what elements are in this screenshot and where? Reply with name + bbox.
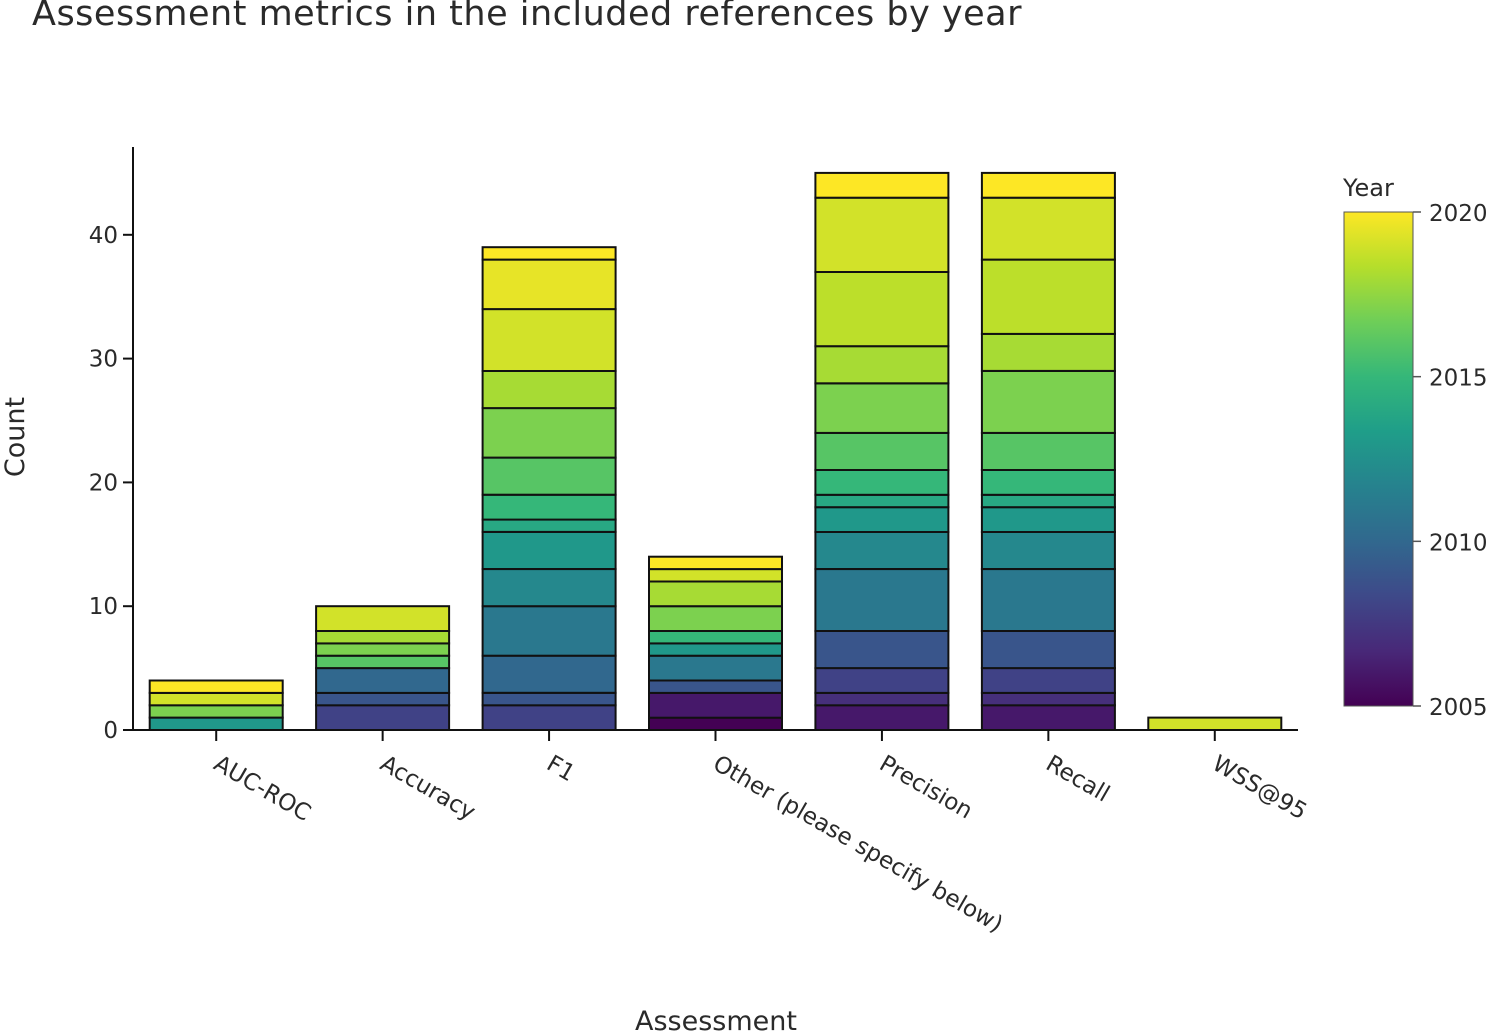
bar-segment[interactable] <box>814 431 950 471</box>
bar-segment[interactable] <box>980 431 1116 471</box>
y-tick-label: 0 <box>103 718 118 744</box>
bar-segment[interactable] <box>980 530 1116 571</box>
bar-segment[interactable] <box>814 691 950 707</box>
bars-layer <box>148 171 1283 732</box>
bar-segment[interactable] <box>315 691 451 707</box>
bar-segment[interactable] <box>814 345 950 385</box>
x-tick-label: WSS@95 <box>1208 751 1311 826</box>
bar-segment[interactable] <box>980 370 1116 434</box>
bar-segment[interactable] <box>814 469 950 496</box>
y-tick-label: 40 <box>89 223 118 249</box>
bar-segment[interactable] <box>980 568 1116 632</box>
x-tick-label: F1 <box>542 751 579 787</box>
bar-segment[interactable] <box>315 642 451 657</box>
colorbar-tick-label: 2015 <box>1429 366 1488 392</box>
bar-segment[interactable] <box>814 270 950 348</box>
colorbar-title: Year <box>1342 174 1394 202</box>
bar-stack <box>315 605 451 732</box>
bar-segment[interactable] <box>481 568 617 608</box>
x-tick-label: AUC-ROC <box>209 751 315 827</box>
bar-segment[interactable] <box>980 704 1116 732</box>
bar-segment[interactable] <box>814 506 950 534</box>
bar-segment[interactable] <box>814 493 950 509</box>
x-tick-label: Other (please specify below) <box>709 751 1007 938</box>
bar-segment[interactable] <box>648 555 783 571</box>
bar-stack <box>148 679 284 731</box>
bar-segment[interactable] <box>814 630 950 670</box>
bar-segment[interactable] <box>481 456 617 496</box>
x-tick-label: Accuracy <box>376 751 480 826</box>
bar-segment[interactable] <box>148 704 284 719</box>
bar-segment[interactable] <box>148 691 284 707</box>
bar-segment[interactable] <box>814 530 950 571</box>
bar-segment[interactable] <box>980 258 1116 335</box>
bar-segment[interactable] <box>814 196 950 273</box>
bar-segment[interactable] <box>481 370 617 410</box>
bar-segment[interactable] <box>814 667 950 694</box>
bar-segment[interactable] <box>1147 716 1283 731</box>
y-tick-label: 30 <box>89 347 118 373</box>
bar-segment[interactable] <box>481 605 617 657</box>
bar-segment[interactable] <box>481 308 617 373</box>
colorbar: Year 2005 2010 2015 2020 <box>1342 174 1488 721</box>
bar-segment[interactable] <box>814 704 950 732</box>
bar-segment[interactable] <box>648 568 783 583</box>
bar-segment[interactable] <box>648 630 783 645</box>
bar-segment[interactable] <box>980 493 1116 509</box>
bar-segment[interactable] <box>814 171 950 199</box>
colorbar-tick-label: 2005 <box>1429 695 1488 721</box>
bar-segment[interactable] <box>148 716 284 731</box>
bar-segment[interactable] <box>980 469 1116 496</box>
bar-segment[interactable] <box>980 171 1116 199</box>
bar-segment[interactable] <box>481 691 617 707</box>
bar-segment[interactable] <box>648 580 783 608</box>
bar-segment[interactable] <box>648 679 783 694</box>
colorbar-tick-label: 2020 <box>1429 201 1488 227</box>
bar-segment[interactable] <box>648 605 783 633</box>
bar-stack <box>814 171 950 732</box>
bar-segment[interactable] <box>481 493 617 521</box>
colorbar-ticks: 2005 2010 2015 2020 <box>1413 201 1488 721</box>
bar-segment[interactable] <box>980 630 1116 670</box>
bar-segment[interactable] <box>648 716 783 731</box>
bar-segment[interactable] <box>481 246 617 261</box>
bar-segment[interactable] <box>648 642 783 657</box>
bar-segment[interactable] <box>814 568 950 632</box>
y-tick-label: 10 <box>89 594 118 620</box>
bar-segment[interactable] <box>481 258 617 311</box>
bar-segment[interactable] <box>648 654 783 682</box>
bar-stack <box>980 171 1116 732</box>
bar-segment[interactable] <box>315 630 451 645</box>
axes-layer: 0 10 20 30 40 AUC-ROC Accuracy F1 Other (please … <box>89 147 1311 938</box>
bar-segment[interactable] <box>481 518 617 533</box>
bar-segment[interactable] <box>980 667 1116 694</box>
bar-segment[interactable] <box>814 382 950 434</box>
y-tick-label: 20 <box>89 470 118 496</box>
bar-segment[interactable] <box>980 196 1116 261</box>
bar-segment[interactable] <box>315 704 451 732</box>
x-tick-label: Precision <box>875 751 977 825</box>
bar-segment[interactable] <box>980 332 1116 372</box>
colorbar-gradient <box>1343 211 1414 707</box>
bar-segment[interactable] <box>481 407 617 459</box>
colorbar-tick-label: 2010 <box>1429 530 1488 556</box>
bar-stack <box>648 555 783 731</box>
bar-segment[interactable] <box>980 691 1116 707</box>
y-axis-title: Count <box>0 397 31 477</box>
bar-segment[interactable] <box>481 704 617 732</box>
bar-segment[interactable] <box>481 530 617 571</box>
bar-stack <box>481 246 617 732</box>
bar-segment[interactable] <box>481 654 617 694</box>
bar-segment[interactable] <box>648 691 783 719</box>
bar-stack <box>1147 716 1283 731</box>
chart-title: Assessment metrics in the included refer… <box>32 0 1023 34</box>
bar-segment[interactable] <box>148 679 284 694</box>
x-axis-title: Assessment <box>635 1006 797 1035</box>
bar-segment[interactable] <box>315 654 451 670</box>
x-tick-label: Recall <box>1041 751 1113 808</box>
bar-segment[interactable] <box>980 506 1116 534</box>
bar-segment[interactable] <box>315 667 451 694</box>
bar-segment[interactable] <box>315 605 451 633</box>
